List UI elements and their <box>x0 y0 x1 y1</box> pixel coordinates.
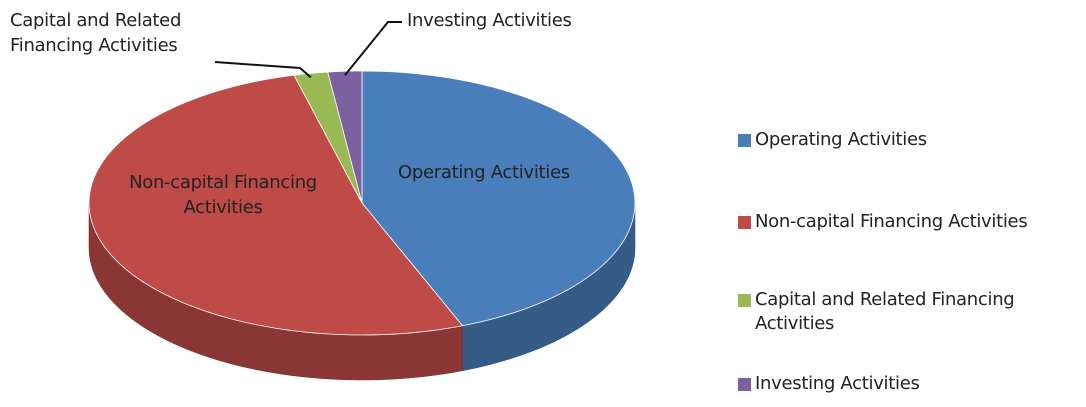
slice-label: Capital and Related Financing Activities <box>10 10 182 56</box>
leader-line <box>344 21 402 76</box>
slice-label: Non-capital Financing Activities <box>129 172 317 218</box>
legend-item: Investing Activities <box>738 372 1078 396</box>
legend-swatch <box>738 294 751 307</box>
slice <box>293 71 363 204</box>
slice-label: Operating Activities <box>398 162 570 183</box>
leader-line <box>214 61 312 79</box>
legend-item: Operating Activities <box>738 128 1078 152</box>
slice <box>361 70 636 327</box>
legend-label: Investing Activities <box>755 373 920 394</box>
slice <box>327 70 363 204</box>
legend-swatch <box>738 378 751 391</box>
legend-item: Non-capital Financing Activities <box>738 210 1078 234</box>
legend-swatch <box>738 134 751 147</box>
legend-label: Capital and Related Financing Activities <box>755 289 1015 334</box>
slice-label: Investing Activities <box>407 10 572 31</box>
legend-label: Operating Activities <box>755 129 927 150</box>
slice <box>88 74 464 336</box>
legend-item: Capital and Related Financing Activities <box>738 288 1078 336</box>
legend-swatch <box>738 216 751 229</box>
legend-label: Non-capital Financing Activities <box>755 211 1028 232</box>
